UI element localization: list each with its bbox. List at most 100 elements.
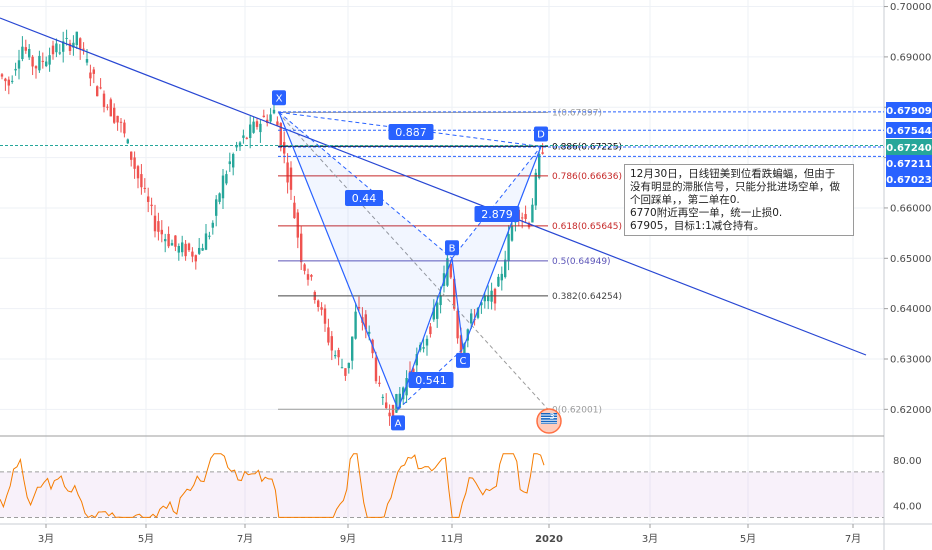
candle-147 — [500, 266, 503, 291]
candle-4 — [14, 62, 17, 76]
price-tag-2: 0.67240 — [886, 139, 932, 155]
candle-body — [296, 212, 299, 238]
candle-body — [351, 336, 354, 361]
candle-97 — [330, 331, 333, 361]
candle-body — [204, 233, 208, 250]
candle-146 — [497, 273, 500, 287]
pattern-xab-fill — [279, 112, 452, 410]
candle-body — [286, 162, 289, 183]
event-marker[interactable]: 3 — [536, 408, 562, 434]
candle-body — [415, 354, 418, 366]
candle-body — [126, 139, 129, 144]
analysis-note[interactable]: 12月30日，日线钮美到位看跌蝙蝠，但由于 没有明显的滞胀信号，只能分批进场空单… — [624, 164, 854, 236]
candle-32 — [109, 97, 112, 117]
point-box — [391, 415, 405, 431]
candle-body — [283, 142, 286, 154]
candle-14 — [48, 47, 51, 72]
candle-body — [429, 326, 432, 335]
candle-body — [276, 121, 279, 126]
candle-body — [459, 335, 463, 353]
point-label: A — [395, 418, 402, 429]
fib-diagonal — [277, 112, 549, 410]
candle-body — [249, 124, 252, 139]
ratio-label: 2.879 — [481, 208, 513, 221]
candle-27 — [92, 66, 95, 84]
candle-157 — [534, 168, 537, 210]
ratio-box — [345, 190, 383, 206]
bat-pattern[interactable]: X A B C D 0.887 0.44 2.879 0.541 — [272, 90, 548, 431]
candle-128 — [436, 296, 439, 328]
candle-body — [7, 79, 10, 86]
candle-53 — [181, 235, 184, 257]
candle-13 — [45, 56, 48, 68]
candle-47 — [160, 220, 163, 243]
price-tags: 0.67909 0.67544 0.67240 0.67211 0.67023 — [0, 102, 932, 187]
candle-45 — [153, 204, 157, 238]
candle-16 — [55, 38, 58, 58]
candle-body — [157, 221, 160, 232]
candle-body — [181, 242, 184, 253]
candle-138 — [470, 308, 473, 330]
candle-11 — [38, 50, 41, 73]
candle-19 — [65, 29, 68, 46]
candle-86 — [293, 195, 296, 219]
candle-91 — [310, 273, 313, 281]
x-tick-label-0: 3月 — [38, 533, 54, 545]
pattern-bd — [451, 146, 542, 259]
price-tag-0: 0.67909 — [886, 102, 932, 118]
candle-126 — [429, 322, 432, 338]
candle-body — [483, 295, 486, 302]
candle-body — [374, 357, 378, 382]
candle-body — [11, 80, 14, 82]
candle-64 — [218, 192, 221, 205]
candle-body — [164, 239, 167, 242]
candle-107 — [364, 310, 367, 339]
candle-133 — [453, 276, 456, 311]
fib-label-6: 0(0.62001) — [552, 405, 602, 415]
candle-body — [85, 58, 89, 63]
price-tag-label: 0.67023 — [886, 175, 932, 186]
candle-body — [17, 60, 21, 69]
candle-body — [449, 263, 452, 278]
candle-body — [289, 167, 293, 190]
candle-body — [136, 166, 140, 179]
candle-body — [364, 314, 367, 330]
fib-label-2: 0.786(0.66636) — [552, 172, 622, 182]
price-tag-4: 0.67023 — [886, 171, 932, 187]
candle-body — [106, 106, 109, 108]
note-line-2: 没有明显的滞胀信号，只能分批进场空单，做 — [630, 181, 840, 193]
trend-line[interactable] — [0, 17, 867, 356]
candle-28 — [96, 85, 99, 97]
candle-body — [174, 235, 177, 247]
price-tag-box — [886, 171, 932, 187]
candle-50 — [170, 239, 174, 246]
candle-body — [381, 396, 384, 398]
candle-body — [504, 259, 507, 278]
candle-body — [242, 135, 245, 138]
candle-body — [89, 72, 92, 79]
candle-66 — [225, 170, 228, 186]
candle-body — [235, 145, 238, 148]
candle-96 — [327, 318, 330, 346]
candle-body — [184, 243, 187, 257]
candle-89 — [303, 263, 306, 275]
price-tag-box — [886, 102, 932, 118]
candle-body — [24, 47, 27, 51]
price-tag-label: 0.67544 — [886, 126, 932, 137]
candle-81 — [276, 116, 279, 126]
candle-72 — [245, 136, 248, 140]
candle-body — [422, 347, 425, 349]
candle-body — [38, 55, 41, 71]
candle-body — [507, 234, 510, 262]
candle-body — [534, 172, 537, 206]
candle-body — [391, 404, 395, 418]
candle-body — [388, 412, 391, 417]
candle-body — [55, 43, 58, 53]
ratio-label: 0.44 — [352, 192, 377, 205]
candle-75 — [255, 118, 259, 130]
y-tick-label-7: 0.63000 — [890, 354, 931, 365]
candle-body — [337, 350, 340, 358]
candle-156 — [531, 198, 534, 223]
candle-body — [238, 142, 242, 147]
